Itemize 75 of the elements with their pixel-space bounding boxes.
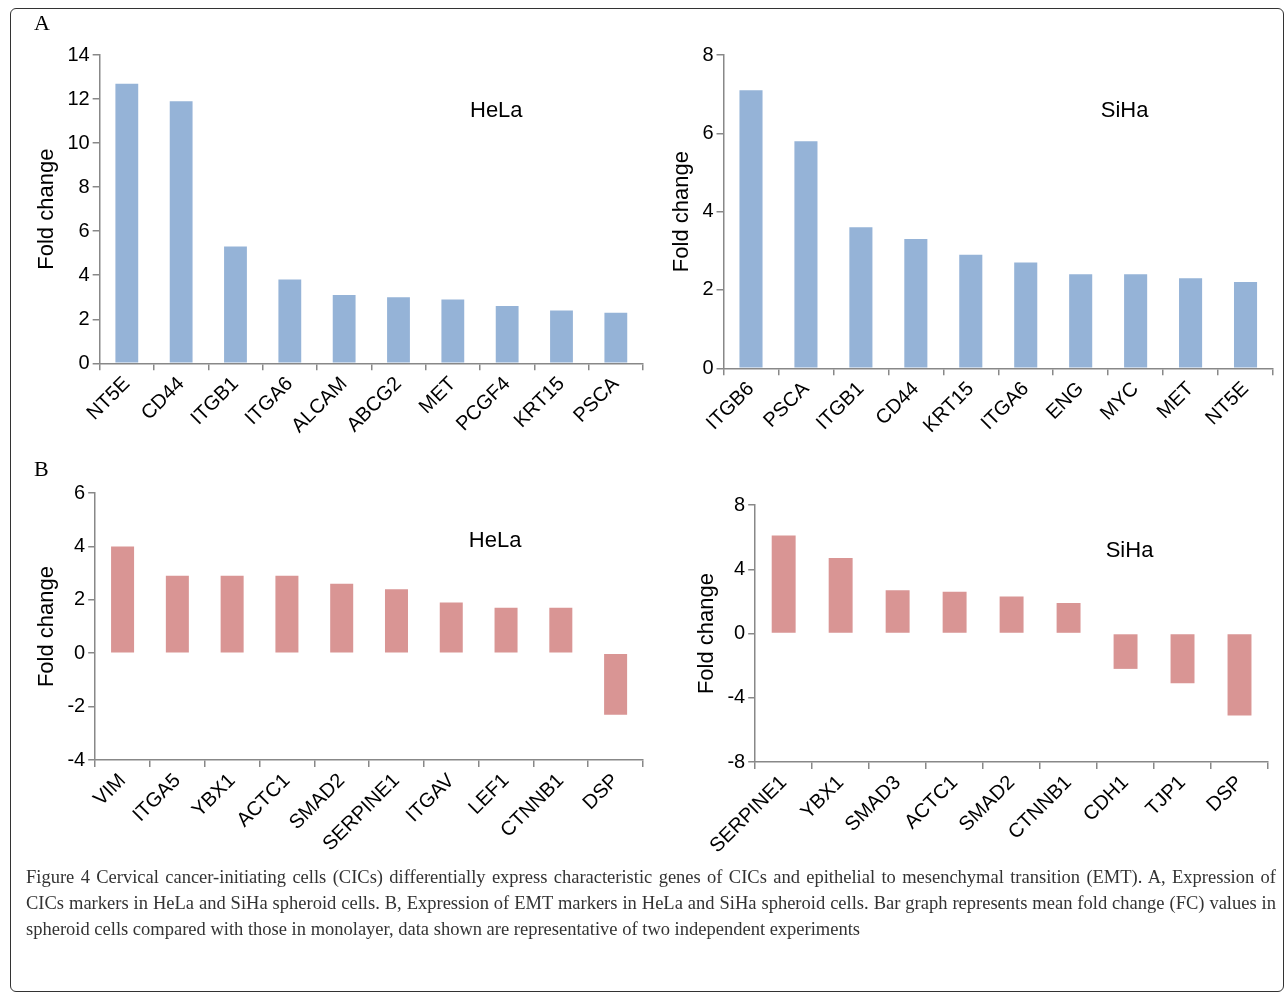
y-tick-label: -8 <box>727 749 746 772</box>
bar <box>904 239 928 368</box>
bar <box>1113 634 1138 669</box>
bar <box>849 227 873 368</box>
y-tick-label: -4 <box>727 685 746 708</box>
y-tick-label: 0 <box>734 621 746 644</box>
y-tick-label: -4 <box>67 747 86 770</box>
annotation: HeLa <box>468 527 523 553</box>
bar <box>224 246 247 363</box>
bar <box>1069 274 1093 368</box>
y-tick-label: 6 <box>78 218 90 241</box>
y-axis-title: Fold change <box>33 565 59 688</box>
y-axis-title: Fold change <box>693 572 719 695</box>
bar <box>278 279 302 363</box>
y-tick-label: 10 <box>67 130 90 153</box>
y-axis-title: Fold change <box>668 151 694 273</box>
bar <box>115 83 139 363</box>
bar <box>494 607 518 653</box>
bar <box>387 297 410 363</box>
y-tick-label: -2 <box>67 694 86 717</box>
y-tick-label: 6 <box>74 480 86 503</box>
y-tick-label: 0 <box>78 350 90 373</box>
y-tick-label: 6 <box>702 120 714 143</box>
bar <box>495 306 519 363</box>
chart-title: A <box>34 10 50 36</box>
bar <box>439 602 463 653</box>
annotation: SiHa <box>1105 537 1155 563</box>
y-tick-label: 4 <box>734 556 746 579</box>
bar <box>332 295 356 363</box>
bar <box>330 583 354 653</box>
y-tick-label: 12 <box>67 86 90 109</box>
bar <box>1014 262 1038 368</box>
annotation: SiHa <box>1100 97 1150 123</box>
caption: Figure 4 Cervical cancer-initiating cells (CICs) differentially express characteristic genes of CICs and epithelial to mesenchymal transition (EMT). A, Expression of CICs markers in HeLa and SiHa spheroid cells. B, Expression of EMT markers in HeLa and SiHa spheroid cells. Bar graph represents mean fold change (FC) values in spheroid cells compared with those in monolayer, data shown are representative of two independent experiments <box>26 866 1276 941</box>
bar <box>959 254 983 368</box>
y-axis-title: Fold change <box>33 148 59 270</box>
bar <box>220 575 244 653</box>
y-tick-label: 8 <box>734 492 746 515</box>
chart-title: B <box>34 456 49 482</box>
bar <box>1233 282 1258 368</box>
bar <box>275 575 299 653</box>
bar <box>794 141 818 368</box>
bar <box>1227 634 1252 716</box>
y-tick-label: 0 <box>702 355 714 378</box>
bar <box>999 596 1024 633</box>
bar <box>1170 634 1195 684</box>
y-tick-label: 4 <box>78 262 90 285</box>
y-tick-label: 8 <box>702 42 714 65</box>
y-tick-label: 2 <box>78 306 90 329</box>
x-tick-label: VIM <box>88 768 130 810</box>
bar <box>942 591 967 633</box>
bar <box>384 589 408 653</box>
bar <box>828 558 853 633</box>
y-tick-label: 4 <box>702 199 714 222</box>
bar <box>739 90 763 368</box>
annotation: HeLa <box>470 96 524 122</box>
bar <box>604 312 628 363</box>
bar <box>885 590 910 633</box>
y-tick-label: 8 <box>78 174 90 197</box>
bar <box>1124 274 1148 368</box>
bar <box>165 575 189 653</box>
bar <box>549 607 573 653</box>
bar <box>550 310 573 363</box>
bar <box>604 654 628 715</box>
bar <box>111 546 135 653</box>
bar <box>1056 603 1081 633</box>
y-tick-label: 2 <box>702 277 714 300</box>
bar <box>169 101 193 363</box>
y-tick-label: 0 <box>74 640 86 663</box>
y-tick-label: 4 <box>74 533 86 556</box>
bar <box>441 299 465 363</box>
y-tick-label: 14 <box>67 42 90 65</box>
y-tick-label: 2 <box>74 587 86 610</box>
bar <box>771 535 796 633</box>
bar <box>1179 278 1203 368</box>
